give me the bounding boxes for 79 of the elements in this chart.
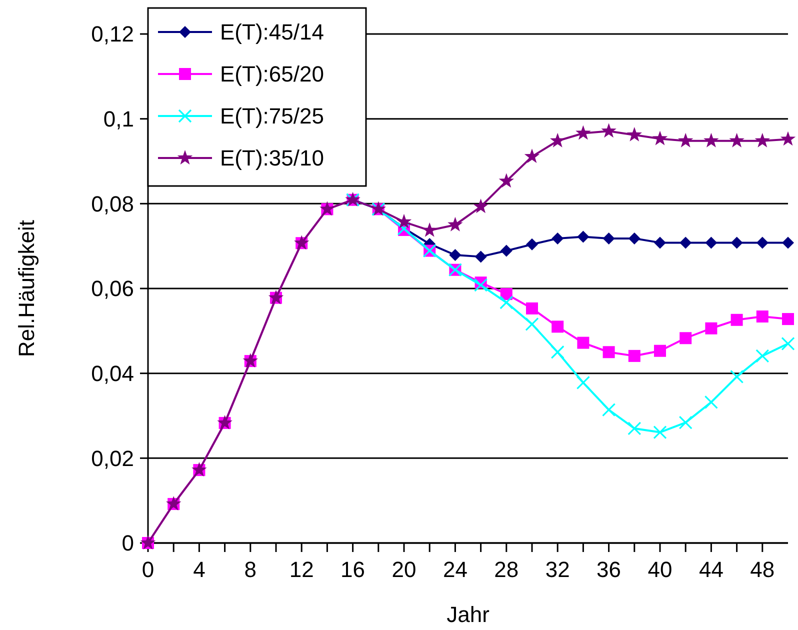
point bbox=[526, 302, 538, 314]
point bbox=[628, 232, 640, 244]
point bbox=[498, 173, 514, 188]
x-tick-label: 28 bbox=[494, 557, 519, 582]
y-tick-label: 0 bbox=[122, 530, 134, 556]
point bbox=[754, 132, 770, 148]
point bbox=[500, 244, 512, 257]
point bbox=[652, 130, 668, 146]
y-tick-label: 0,1 bbox=[103, 106, 134, 132]
point bbox=[473, 198, 488, 214]
point bbox=[730, 236, 743, 249]
point bbox=[601, 123, 616, 138]
y-tick-label: 0,12 bbox=[91, 22, 134, 47]
point bbox=[474, 278, 488, 292]
point bbox=[780, 131, 796, 146]
point bbox=[729, 132, 744, 148]
x-tick-label: 44 bbox=[698, 557, 724, 582]
point bbox=[756, 236, 768, 249]
point bbox=[653, 425, 667, 440]
point bbox=[654, 344, 666, 357]
point bbox=[680, 236, 692, 249]
point bbox=[576, 376, 590, 390]
point bbox=[730, 314, 743, 326]
x-tick-label: 36 bbox=[596, 557, 622, 582]
y-tick-label: 0,08 bbox=[91, 191, 134, 216]
point bbox=[396, 214, 412, 228]
point bbox=[680, 332, 692, 344]
y-tick-label: 0,04 bbox=[91, 361, 134, 386]
y-axis-title: Rel.Häufigkeit bbox=[14, 220, 39, 357]
point bbox=[628, 350, 640, 362]
y-tick-label: 0,02 bbox=[91, 446, 134, 471]
x-tick-label: 4 bbox=[193, 557, 206, 582]
legend-label: E(T):35/10 bbox=[220, 146, 324, 171]
point bbox=[602, 346, 615, 358]
point bbox=[704, 395, 718, 409]
point bbox=[782, 313, 794, 326]
point bbox=[474, 250, 487, 263]
x-tick-label: 0 bbox=[142, 557, 154, 582]
x-tick-label: 20 bbox=[392, 557, 416, 582]
point bbox=[704, 132, 719, 148]
x-tick-label: 32 bbox=[545, 557, 570, 582]
point bbox=[705, 322, 718, 334]
x-axis-title: Jahr bbox=[446, 602, 490, 627]
point bbox=[602, 232, 615, 244]
point bbox=[756, 349, 770, 363]
point bbox=[576, 125, 591, 140]
point bbox=[782, 236, 794, 249]
legend-label: E(T):65/20 bbox=[220, 62, 324, 87]
point bbox=[577, 230, 590, 243]
point bbox=[525, 317, 539, 331]
point bbox=[628, 422, 642, 436]
point bbox=[626, 126, 642, 142]
point bbox=[449, 248, 462, 261]
point bbox=[550, 132, 566, 148]
point bbox=[602, 403, 616, 417]
x-tick-label: 48 bbox=[750, 557, 775, 582]
x-tick-label: 8 bbox=[244, 557, 257, 582]
point bbox=[526, 238, 538, 250]
point bbox=[500, 296, 514, 310]
x-tick-label: 16 bbox=[340, 557, 366, 582]
point bbox=[448, 216, 463, 232]
legend-label: E(T):45/14 bbox=[220, 20, 324, 45]
point bbox=[654, 236, 666, 249]
point bbox=[678, 416, 692, 430]
point bbox=[552, 320, 564, 333]
point bbox=[730, 370, 744, 384]
point bbox=[678, 132, 694, 148]
point bbox=[781, 336, 795, 350]
point bbox=[552, 232, 564, 244]
x-tick-label: 12 bbox=[289, 557, 314, 582]
x-tick-label: 40 bbox=[648, 557, 672, 582]
point bbox=[524, 148, 540, 164]
point bbox=[577, 336, 590, 349]
point bbox=[756, 310, 768, 322]
point bbox=[705, 236, 718, 249]
y-tick-label: 0,06 bbox=[91, 276, 134, 302]
x-tick-label: 24 bbox=[442, 557, 468, 582]
point bbox=[550, 345, 564, 359]
legend-label: E(T):75/25 bbox=[220, 104, 324, 129]
